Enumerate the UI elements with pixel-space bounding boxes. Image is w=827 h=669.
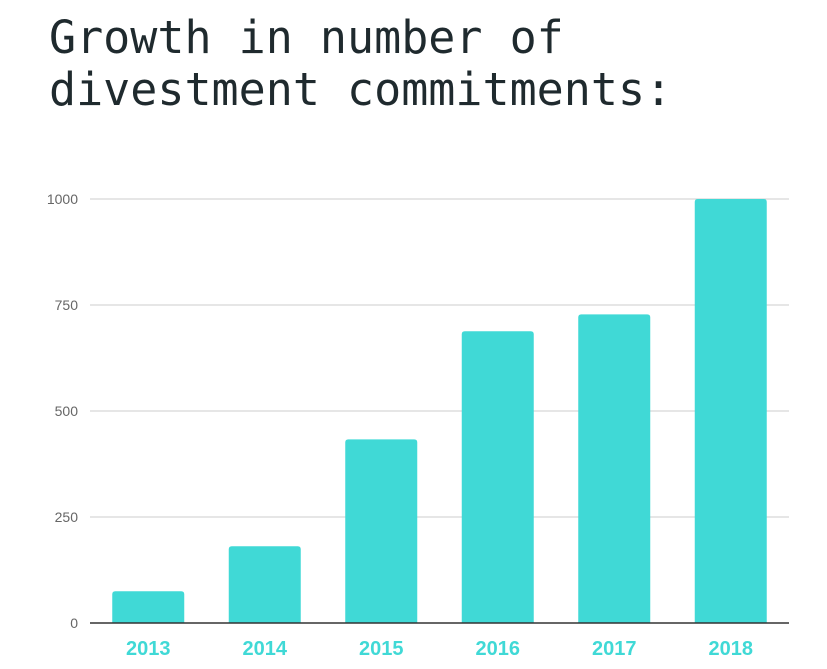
bar-2016 bbox=[461, 331, 534, 623]
bar-2015 bbox=[345, 439, 418, 623]
x-tick-label-2016: 2016 bbox=[476, 638, 521, 660]
x-tick-label-2014: 2014 bbox=[243, 638, 288, 660]
y-tick-label-1000: 1000 bbox=[47, 191, 78, 207]
y-tick-label-500: 500 bbox=[55, 403, 79, 419]
x-tick-label-2015: 2015 bbox=[359, 638, 404, 660]
bars bbox=[112, 199, 767, 623]
bar-2017 bbox=[578, 314, 651, 623]
y-tick-label-0: 0 bbox=[70, 615, 78, 631]
x-tick-label-2017: 2017 bbox=[592, 638, 637, 660]
y-tick-label-250: 250 bbox=[55, 509, 79, 525]
bar-2018 bbox=[694, 199, 767, 623]
chart-title-line-1: Growth in number of bbox=[49, 11, 564, 64]
bar-2014 bbox=[228, 546, 301, 623]
y-tick-label-750: 750 bbox=[55, 297, 79, 313]
bar-2013 bbox=[112, 591, 185, 623]
x-tick-label-2018: 2018 bbox=[709, 638, 754, 660]
y-axis-ticks: 0 250 500 750 1000 bbox=[47, 191, 78, 631]
x-tick-label-2013: 2013 bbox=[126, 638, 171, 660]
chart-title: Growth in number of divestment commitmen… bbox=[49, 12, 672, 116]
x-axis-ticks: 2013 2014 2015 2016 2017 2018 bbox=[126, 638, 753, 660]
gridlines bbox=[90, 198, 789, 518]
chart-title-line-2: divestment commitments: bbox=[49, 63, 673, 116]
